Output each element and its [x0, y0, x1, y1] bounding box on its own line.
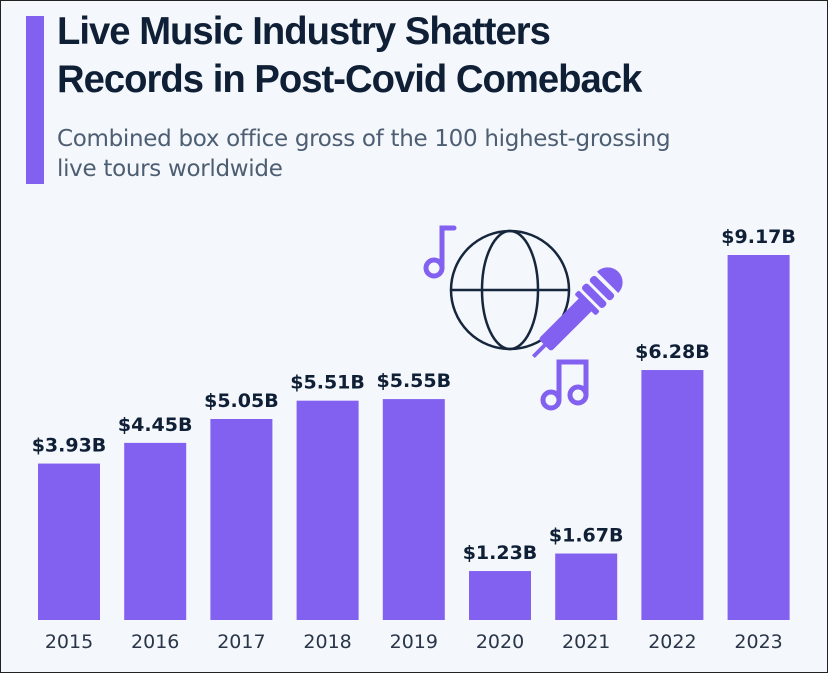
value-label-2022: $6.28B — [635, 341, 710, 363]
chart-subtitle: Combined box office gross of the 100 hig… — [57, 124, 777, 184]
x-tick-label-2021: 2021 — [562, 631, 610, 653]
x-tick-label-2018: 2018 — [303, 631, 351, 653]
bar-2017 — [210, 418, 273, 620]
microphone-icon — [531, 267, 623, 359]
globe-icon — [449, 229, 571, 351]
bar-2018 — [296, 400, 359, 620]
bar-2016 — [124, 442, 187, 620]
value-label-2021: $1.67B — [549, 525, 624, 547]
value-label-2016: $4.45B — [118, 414, 193, 436]
title-line-1: Live Music Industry Shatters — [57, 10, 551, 53]
value-label-2017: $5.05B — [204, 390, 279, 412]
value-label-2023: $9.17B — [721, 226, 796, 248]
subtitle-line-2: live tours worldwide — [57, 156, 283, 182]
title-line-2: Records in Post-Covid Comeback — [57, 58, 642, 101]
bars-group: $3.93B 2015 $4.45B 2016 $5.05B 2017 $5.51B 2018… — [32, 226, 796, 653]
bar-2022 — [641, 370, 704, 620]
bar-2015 — [38, 463, 100, 620]
x-tick-label-2023: 2023 — [734, 631, 782, 653]
title-accent-bar — [26, 16, 44, 184]
subtitle-line-1: Combined box office gross of the 100 hig… — [57, 126, 671, 152]
bar-2023 — [727, 255, 790, 620]
bar-2019 — [382, 399, 445, 620]
bar-2021 — [555, 553, 618, 620]
value-label-2019: $5.55B — [377, 370, 452, 392]
x-tick-label-2022: 2022 — [648, 631, 696, 653]
x-tick-label-2019: 2019 — [390, 631, 438, 653]
value-label-2020: $1.23B — [463, 542, 538, 564]
x-tick-label-2015: 2015 — [45, 631, 93, 653]
bar-2020 — [469, 571, 531, 620]
x-tick-label-2020: 2020 — [476, 631, 524, 653]
chart-title: Live Music Industry Shatters Records in … — [57, 8, 642, 104]
value-label-2018: $5.51B — [290, 372, 365, 394]
double-music-note-icon — [540, 359, 589, 411]
music-note-icon — [423, 225, 457, 279]
x-tick-label-2017: 2017 — [217, 631, 265, 653]
x-tick-label-2016: 2016 — [131, 631, 179, 653]
value-label-2015: $3.93B — [32, 435, 107, 457]
